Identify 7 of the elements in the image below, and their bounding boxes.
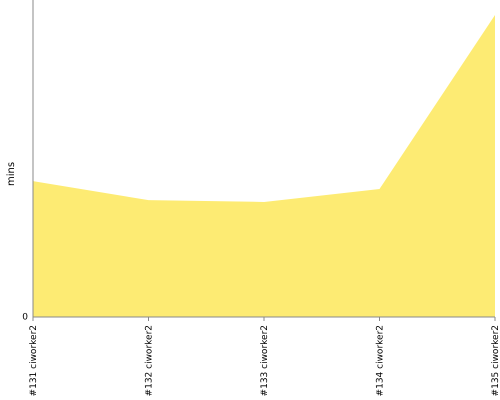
x-tick-label: #132 ciworker2 (144, 325, 154, 396)
text: 0 (22, 312, 28, 322)
x-tick-label: #133 ciworker2 (260, 325, 270, 396)
y-axis-title: mins (6, 162, 17, 186)
x-tick-label: #131 ciworker2 (29, 325, 39, 396)
x-tick-label: #135 ciworker2 (491, 325, 500, 396)
x-tick-label: #134 ciworker2 (376, 325, 386, 396)
